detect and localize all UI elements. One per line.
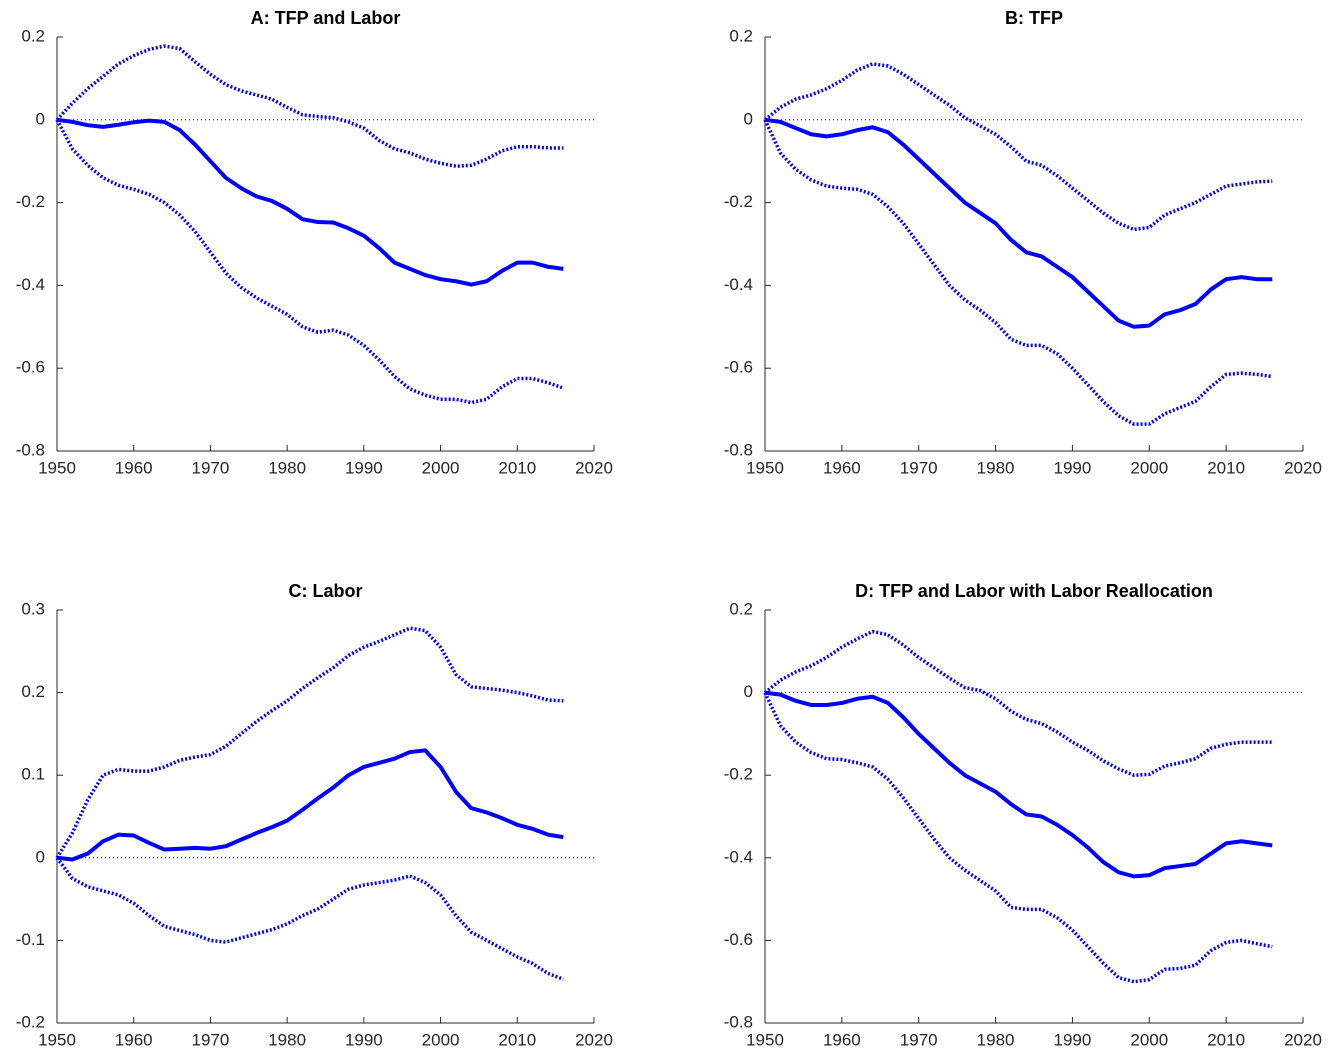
y-tick-label: -0.1	[16, 930, 45, 949]
y-tick-label: -0.4	[724, 847, 753, 866]
y-tick-label: 0.1	[21, 765, 45, 784]
series-line	[55, 626, 564, 859]
x-tick-label: 1970	[192, 1030, 230, 1049]
series-line	[763, 119, 1273, 426]
y-tick-label: -0.6	[724, 930, 753, 949]
series-line	[55, 856, 564, 981]
series-line	[763, 62, 1273, 232]
y-tick-label: -0.4	[724, 275, 753, 294]
x-tick-label: 1990	[345, 1030, 383, 1049]
x-tick-label: 2000	[1130, 1030, 1168, 1049]
y-tick-label: 0.2	[729, 26, 753, 45]
y-tick-label: -0.6	[16, 358, 45, 377]
y-tick-label: 0	[36, 109, 45, 128]
y-tick-label: -0.8	[724, 440, 753, 459]
y-tick-label: -0.8	[724, 1012, 753, 1031]
x-tick-label: 1970	[900, 1030, 938, 1049]
x-tick-label: 2010	[1207, 1030, 1245, 1049]
chart-title: A: TFP and Labor	[251, 8, 401, 28]
series-line	[764, 117, 1273, 329]
y-tick-label: -0.2	[724, 765, 753, 784]
x-tick-label: 1980	[977, 458, 1015, 477]
x-tick-label: 1950	[38, 458, 76, 477]
x-tick-label: 1970	[900, 458, 938, 477]
x-tick-label: 1990	[345, 458, 383, 477]
x-tick-label: 1990	[1054, 1030, 1092, 1049]
x-tick-label: 1980	[268, 1030, 306, 1049]
x-tick-label: 2010	[1207, 458, 1245, 477]
series-line	[55, 118, 564, 405]
y-tick-label: -0.4	[16, 275, 45, 294]
y-tick-label: -0.2	[16, 192, 45, 211]
x-tick-label: 1960	[823, 1030, 861, 1049]
x-tick-label: 1950	[38, 1030, 76, 1049]
y-tick-label: -0.6	[724, 358, 753, 377]
y-tick-label: 0.3	[21, 599, 45, 618]
series-line	[764, 690, 1273, 879]
series-line	[56, 748, 564, 862]
x-tick-label: 2000	[422, 458, 460, 477]
x-tick-label: 1950	[746, 458, 784, 477]
y-tick-label: -0.2	[16, 1012, 45, 1031]
chart-title: B: TFP	[1005, 8, 1063, 28]
y-tick-label: 0.2	[729, 599, 753, 618]
chart-title: D: TFP and Labor with Labor Reallocation	[855, 581, 1213, 601]
x-tick-label: 2020	[575, 1030, 613, 1049]
y-tick-label: 0.2	[21, 26, 45, 45]
y-tick-label: -0.2	[724, 192, 753, 211]
x-tick-label: 1980	[268, 458, 306, 477]
series-line	[56, 117, 564, 287]
x-tick-label: 1990	[1054, 458, 1092, 477]
x-tick-label: 1960	[823, 458, 861, 477]
x-tick-label: 2020	[1284, 1030, 1322, 1049]
y-tick-label: 0	[744, 682, 753, 701]
chart-title: C: Labor	[289, 581, 363, 601]
x-tick-label: 1960	[115, 1030, 153, 1049]
x-tick-label: 2000	[422, 1030, 460, 1049]
y-tick-label: 0	[744, 109, 753, 128]
y-tick-label: -0.8	[16, 440, 45, 459]
x-tick-label: 1960	[115, 458, 153, 477]
series-line	[55, 44, 564, 168]
x-tick-label: 1980	[977, 1030, 1015, 1049]
x-tick-label: 1950	[746, 1030, 784, 1049]
x-tick-label: 2020	[1284, 458, 1322, 477]
x-tick-label: 2010	[498, 458, 536, 477]
x-tick-label: 2000	[1130, 458, 1168, 477]
x-tick-label: 1970	[192, 458, 230, 477]
series-line	[763, 691, 1273, 984]
x-tick-label: 2020	[575, 458, 613, 477]
x-tick-label: 2010	[498, 1030, 536, 1049]
y-tick-label: 0	[36, 847, 45, 866]
y-tick-label: 0.2	[21, 682, 45, 701]
